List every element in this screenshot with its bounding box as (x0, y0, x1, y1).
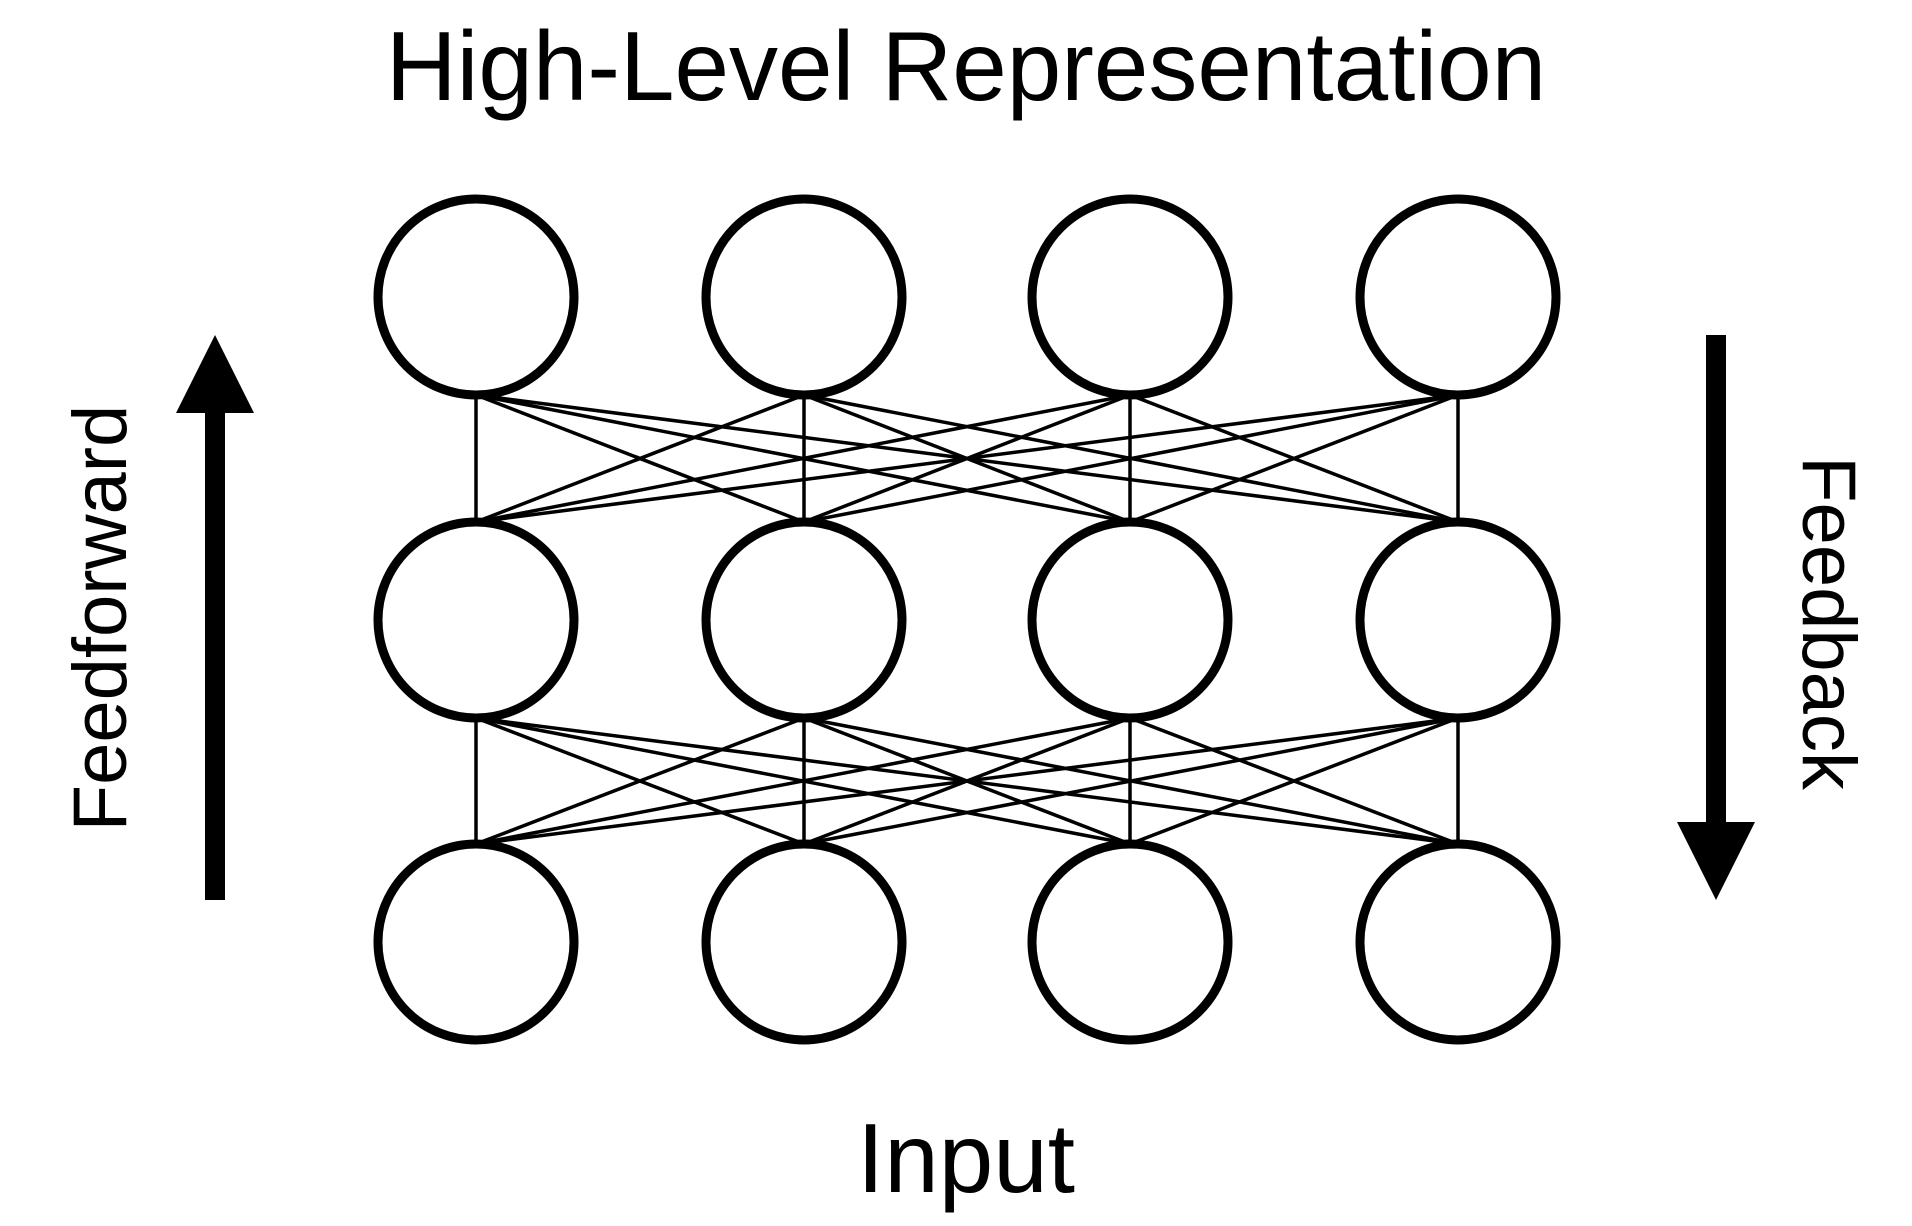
connection-line (1129, 393, 1459, 524)
feedback-arrow-shaft (1706, 335, 1726, 830)
connections (474, 393, 1460, 846)
connection-line (475, 393, 1459, 524)
connection-line (475, 716, 805, 846)
node-bottom-2 (701, 839, 907, 1045)
node-bottom-3 (1027, 839, 1233, 1045)
input-label: Input (857, 1103, 1075, 1213)
connection-line (803, 393, 1459, 524)
feedback-label: Feedback (1786, 456, 1871, 791)
node-top-4 (1355, 194, 1561, 400)
node-top-2 (701, 194, 907, 400)
connection-line (475, 393, 805, 524)
feedback-arrow-head (1677, 822, 1755, 900)
feedback-arrow (1677, 335, 1755, 900)
node-bottom-1 (373, 839, 579, 1045)
diagram-title: High-Level Representation (386, 11, 1546, 121)
node-middle-4 (1355, 517, 1561, 723)
connection-line (475, 393, 1131, 524)
nodes (373, 194, 1561, 1045)
feedforward-arrow-shaft (205, 405, 225, 900)
connection-line (1129, 716, 1459, 846)
node-bottom-4 (1355, 839, 1561, 1045)
node-top-3 (1027, 194, 1233, 400)
feedforward-arrow-head (176, 335, 254, 413)
node-middle-1 (373, 517, 579, 723)
connection-line (475, 716, 1459, 846)
connection-line (803, 716, 1459, 846)
node-middle-2 (701, 517, 907, 723)
feedforward-arrow (176, 335, 254, 900)
connection-line (475, 716, 1131, 846)
node-middle-3 (1027, 517, 1233, 723)
feedforward-label: Feedforward (58, 405, 143, 832)
node-top-1 (373, 194, 579, 400)
